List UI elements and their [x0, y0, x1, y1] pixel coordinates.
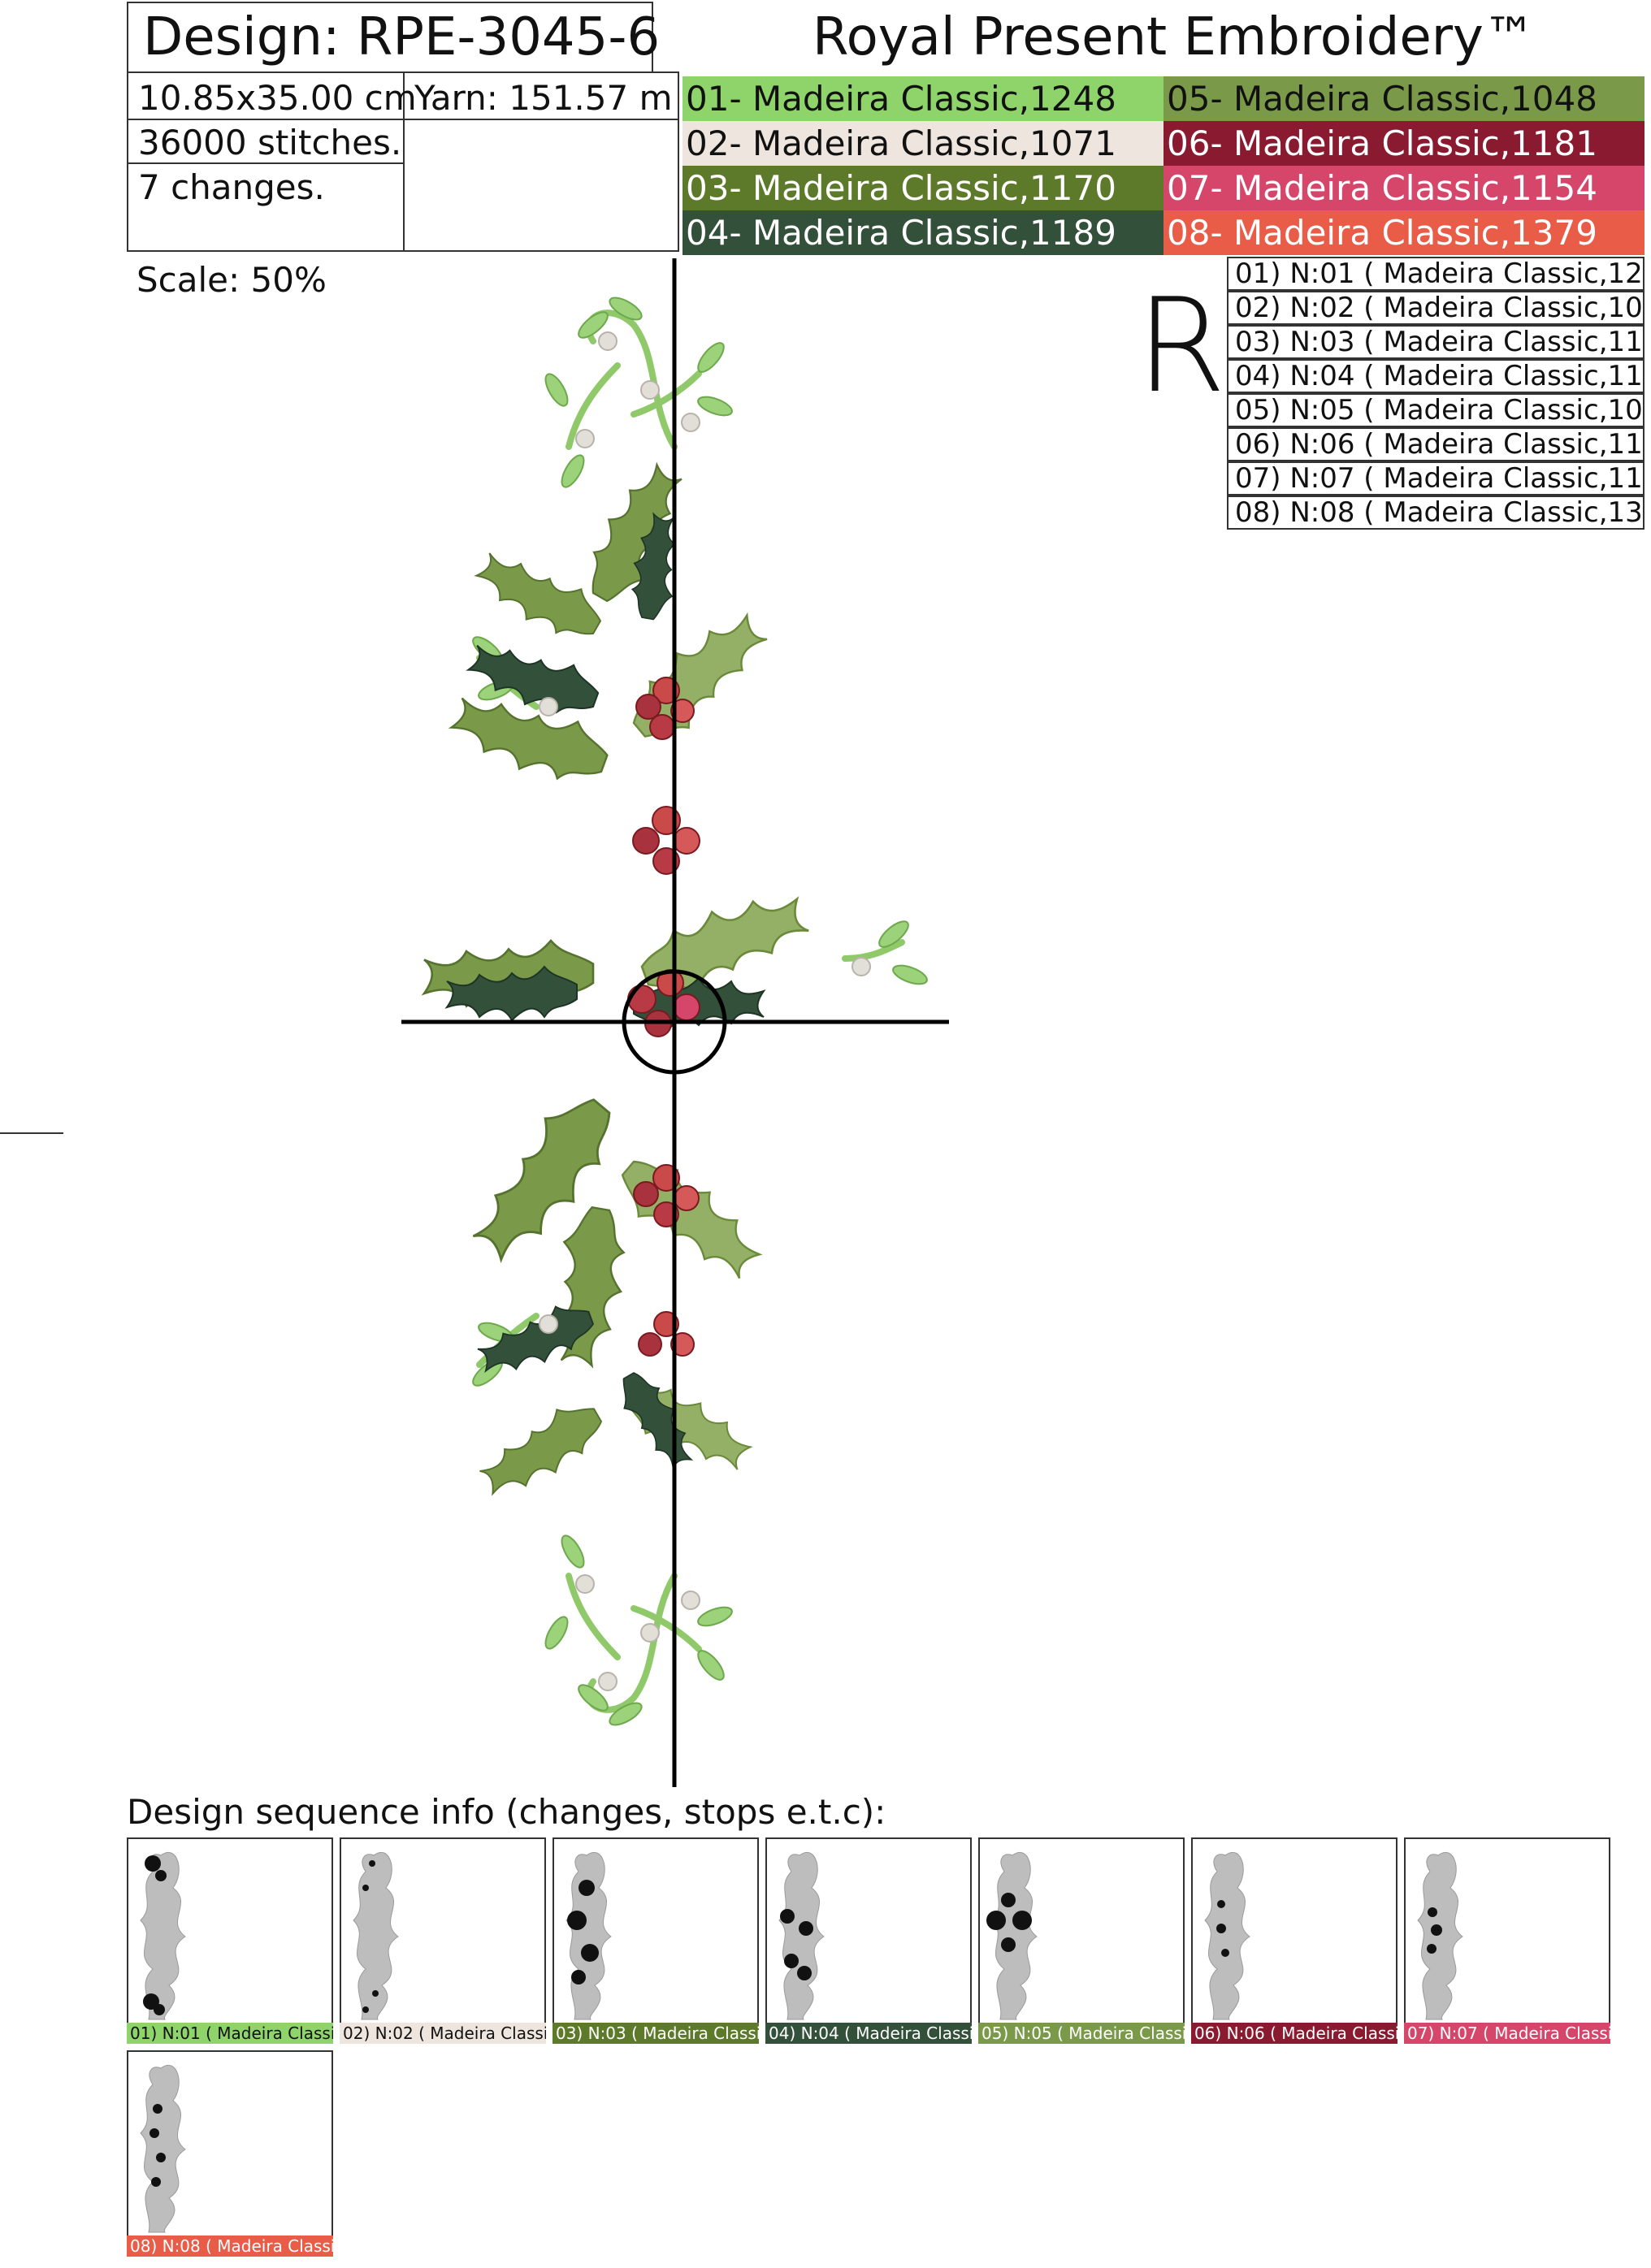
spec-divider-v	[403, 71, 405, 252]
sequence-thumbnail	[765, 1837, 972, 2044]
color-swatch: 01- Madeira Classic,1248	[682, 76, 1164, 121]
orientation-mark: R	[1136, 270, 1227, 422]
sequence-thumbnail	[1191, 1837, 1398, 2044]
scale-label: Scale: 50%	[136, 260, 327, 300]
yarn-value: Yarn: 151.57 m	[414, 78, 673, 118]
mistletoe-berries	[539, 331, 871, 1691]
sequence-thumbnail	[978, 1837, 1185, 2044]
design-title-box	[127, 2, 653, 73]
sequence-thumbnail	[1404, 1837, 1610, 2044]
spec-divider-h3	[403, 119, 679, 120]
legend-row: 02) N:02 ( Madeira Classic,1071)	[1227, 291, 1644, 325]
thumbnail-design	[778, 1851, 825, 2020]
sequence-label: 08) N:08 ( Madeira Classic	[127, 2236, 333, 2257]
legend-row: 05) N:05 ( Madeira Classic,1048)	[1227, 393, 1644, 427]
sequence-label: 04) N:04 ( Madeira Classic	[765, 2023, 972, 2044]
color-swatch: 06- Madeira Classic,1181	[1164, 121, 1644, 166]
sequence-label: 03) N:03 ( Madeira Classic	[552, 2023, 759, 2044]
spec-divider-h1	[127, 119, 405, 120]
color-swatch: 04- Madeira Classic,1189	[682, 210, 1164, 255]
legend-row: 04) N:04 ( Madeira Classic,1189)	[1227, 359, 1644, 393]
thumbnail-design	[1204, 1851, 1250, 2020]
legend-row: 03) N:03 ( Madeira Classic,1170)	[1227, 325, 1644, 359]
thumbnail-design	[1417, 1851, 1463, 2020]
sequence-label: 06) N:06 ( Madeira Classic	[1191, 2023, 1398, 2044]
center-crosshair	[401, 258, 949, 1787]
size-value: 10.85x35.00 cm	[138, 78, 417, 118]
thumbnail-design	[566, 1851, 612, 2020]
legend-row: 07) N:07 ( Madeira Classic,1154)	[1227, 461, 1644, 496]
side-tick	[0, 1132, 63, 1134]
sequence-label: 02) N:02 ( Madeira Classic	[340, 2023, 546, 2044]
color-swatch: 05- Madeira Classic,1048	[1164, 76, 1644, 121]
legend-row: 06) N:06 ( Madeira Classic,1181)	[1227, 427, 1644, 461]
design-title: Design: RPE-3045-6	[143, 7, 661, 67]
color-swatch: 03- Madeira Classic,1170	[682, 166, 1164, 210]
thumbnail-design	[986, 1851, 1038, 2020]
thumbnail-design	[353, 1851, 399, 2020]
legend-row: 08) N:08 ( Madeira Classic,1379)	[1227, 496, 1644, 530]
brand-title: Royal Present Embroidery™	[812, 7, 1536, 67]
sequence-thumbnail	[127, 1837, 333, 2044]
stitches-value: 36000 stitches.	[138, 123, 402, 162]
sequence-thumbnail	[127, 2050, 333, 2257]
thumbnail-design	[140, 1851, 186, 2020]
color-swatch: 08- Madeira Classic,1379	[1164, 210, 1644, 255]
sequence-thumbnail	[552, 1837, 759, 2044]
sequence-label: 05) N:05 ( Madeira Classic	[978, 2023, 1185, 2044]
sequence-title: Design sequence info (changes, stops e.t…	[127, 1792, 886, 1832]
color-swatch: 07- Madeira Classic,1154	[1164, 166, 1644, 210]
color-swatch: 02- Madeira Classic,1071	[682, 121, 1164, 166]
sequence-thumbnail	[340, 1837, 546, 2044]
embroidery-design	[401, 258, 949, 1787]
legend-row: 01) N:01 ( Madeira Classic,1248)	[1227, 257, 1644, 291]
spec-divider-h2	[127, 162, 405, 164]
sequence-label: 01) N:01 ( Madeira Classic,1	[127, 2023, 333, 2044]
changes-value: 7 changes.	[138, 167, 325, 207]
thumbnail-design	[140, 2064, 186, 2233]
sequence-label: 07) N:07 ( Madeira Classic	[1404, 2023, 1610, 2044]
